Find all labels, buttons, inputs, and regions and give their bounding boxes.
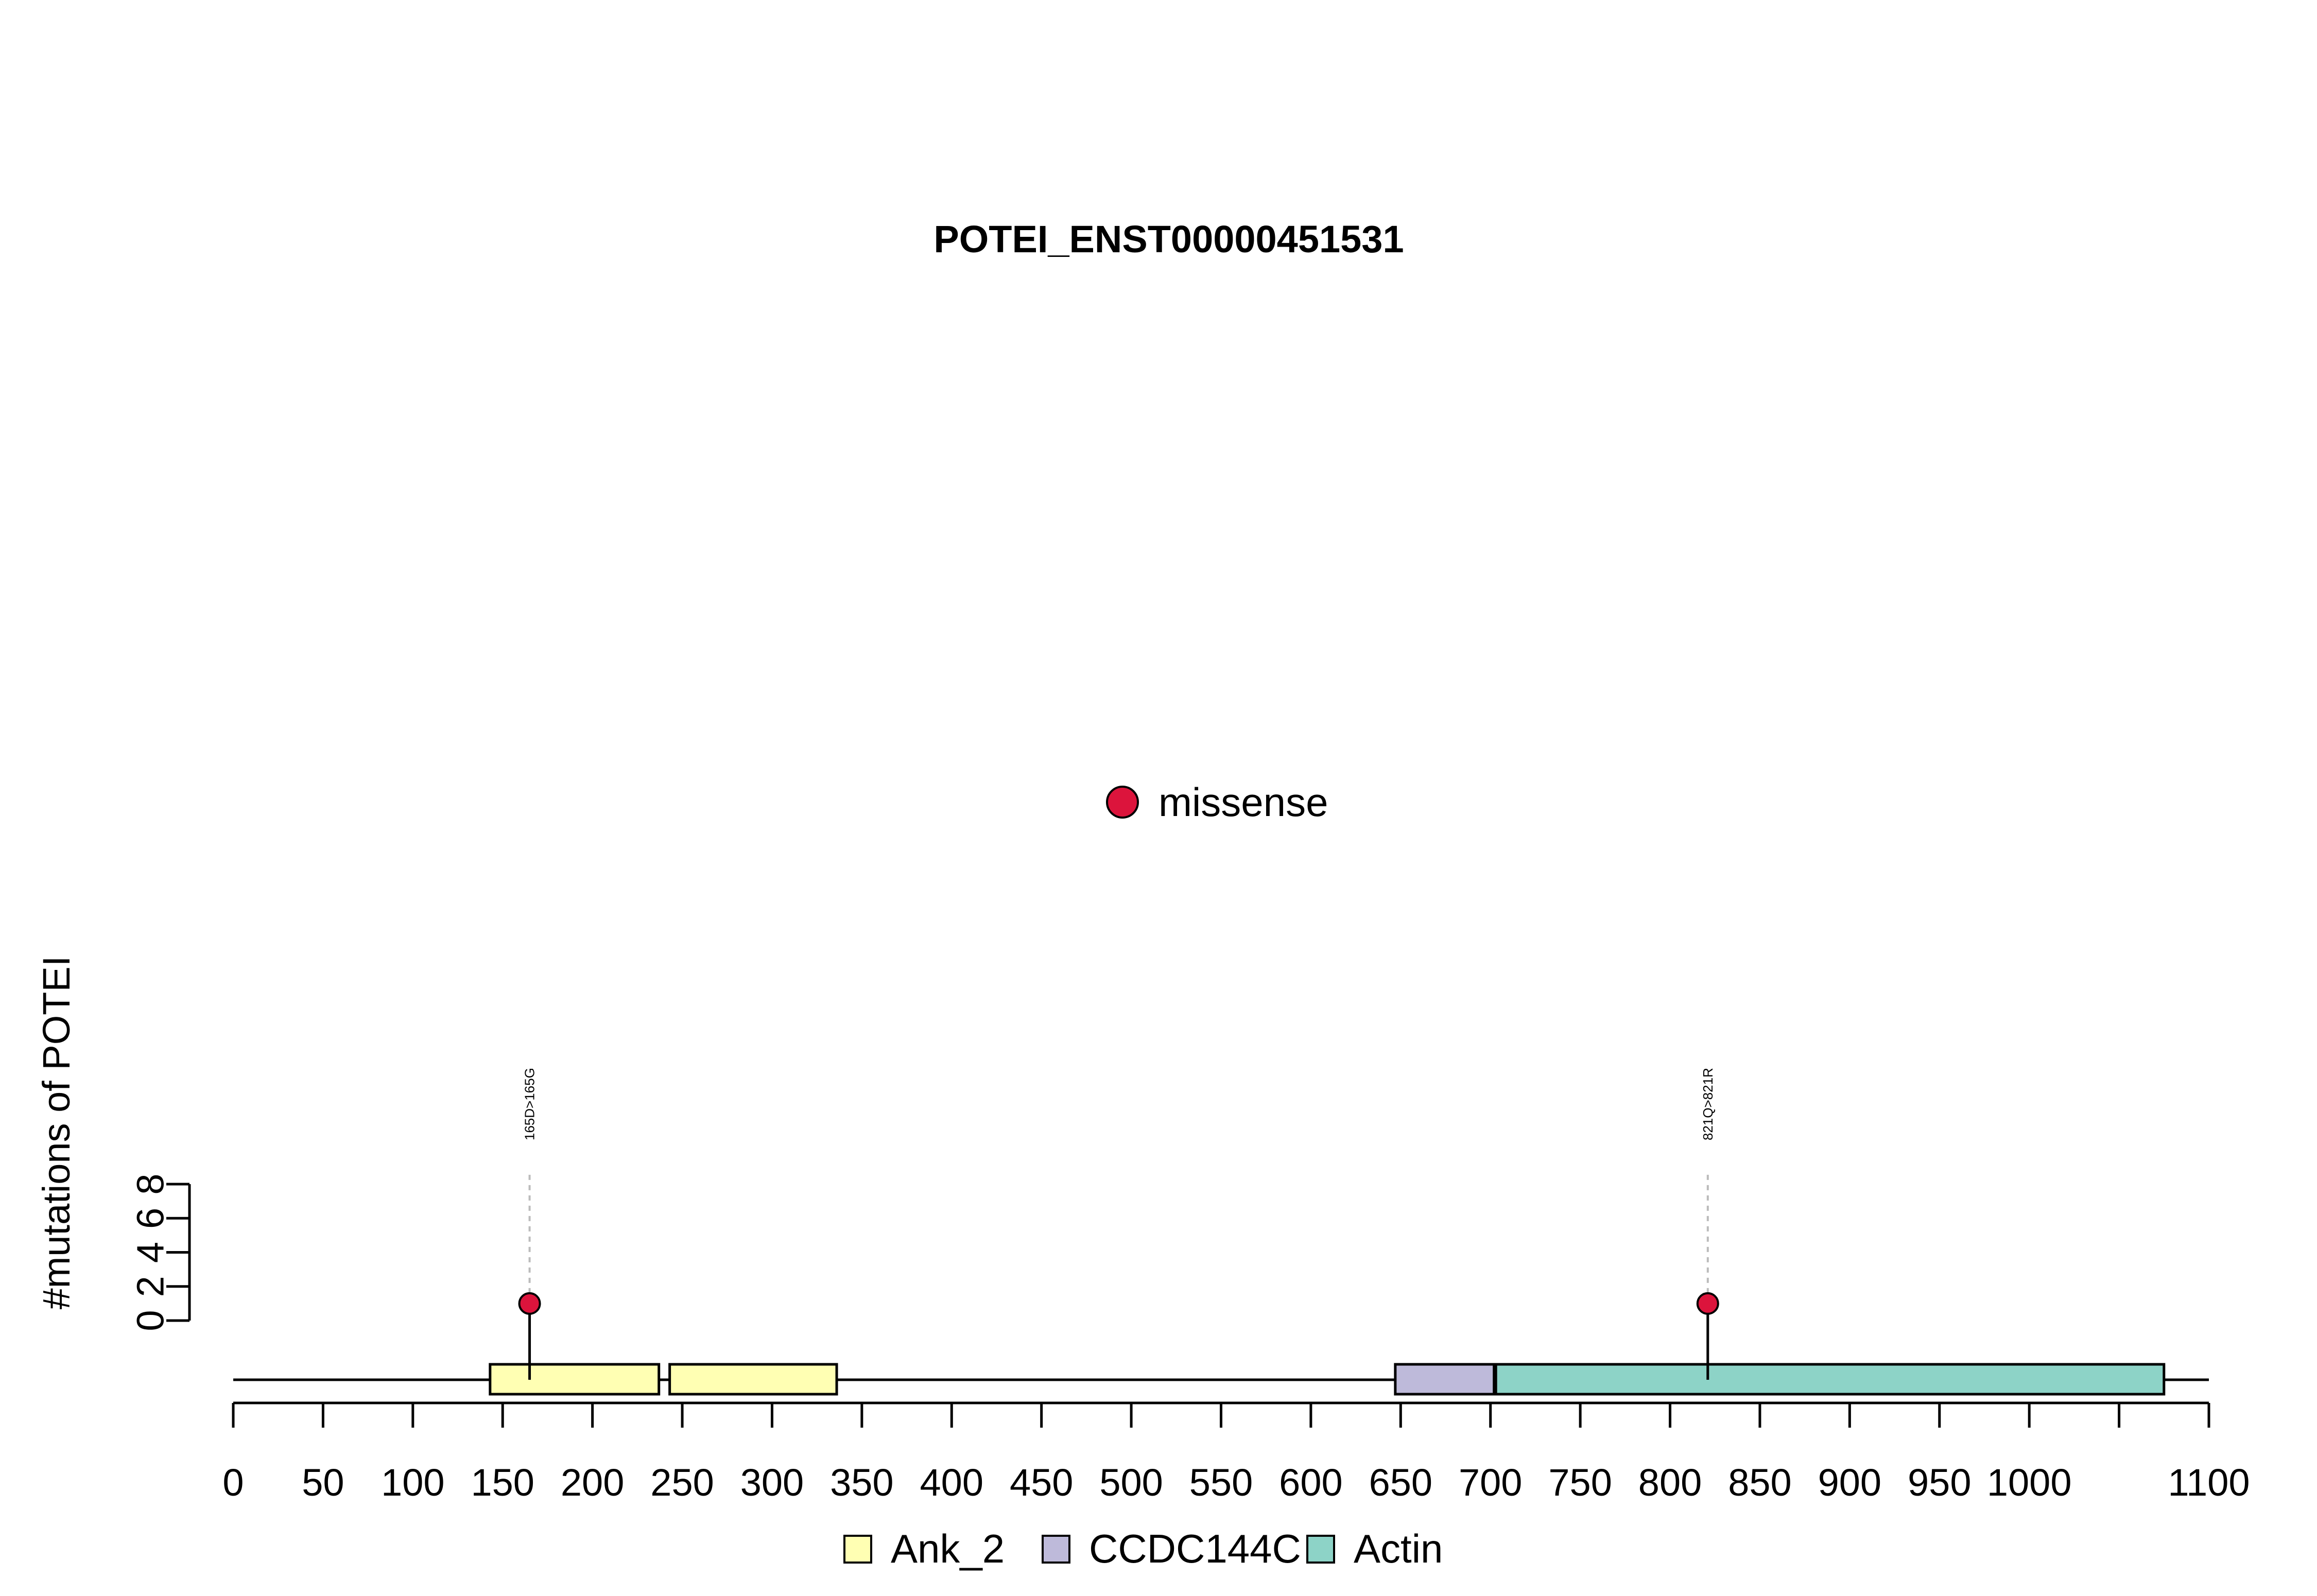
chart-title: POTEI_ENST00000451531 (933, 218, 1404, 261)
x-tick-label: 1100 (2168, 1461, 2250, 1504)
domain-legend: Ank_2 CCDC144C Actin (843, 1526, 1443, 1571)
x-tick-label: 450 (1010, 1461, 1073, 1504)
x-tick-label: 750 (1548, 1461, 1612, 1504)
x-tick-label: 950 (1908, 1461, 1971, 1504)
mutation-marker (518, 1292, 541, 1315)
x-tick-label: 650 (1369, 1461, 1432, 1504)
y-axis: 0 2 4 6 8 (129, 1173, 191, 1331)
domain-boxes (489, 1363, 2166, 1396)
x-tick-label: 600 (1279, 1461, 1342, 1504)
y-tick-label: 4 (129, 1242, 172, 1263)
x-tick-label: 1000 (1987, 1461, 2072, 1504)
mutation-label: 165D>165G (522, 1068, 538, 1140)
mutation-label: 821Q>821R (1700, 1068, 1716, 1140)
mutation-lollipops: 165D>165G 821Q>821R (518, 1068, 1719, 1380)
x-axis: 0 50 100 150 200 250 300 350 400 450 500 550 600 650 7… (222, 1401, 2250, 1504)
x-tick-label: 500 (1099, 1461, 1163, 1504)
domain-legend-swatch (1306, 1535, 1335, 1564)
domain-legend-label: Ank_2 (891, 1526, 1005, 1571)
x-tick-label: 350 (830, 1461, 893, 1504)
y-tick-label: 2 (129, 1276, 172, 1297)
x-tick-label: 200 (561, 1461, 624, 1504)
x-tick-label: 550 (1189, 1461, 1253, 1504)
x-tick-label: 800 (1638, 1461, 1702, 1504)
x-tick-label: 0 (222, 1461, 244, 1504)
domain-legend-swatch (843, 1535, 872, 1564)
domain-box-ccdc144c (1394, 1363, 1496, 1396)
domain-box-ank-2 (489, 1363, 661, 1396)
domain-legend-label: Actin (1354, 1526, 1443, 1571)
domain-legend-label: CCDC144C (1089, 1526, 1301, 1571)
x-tick-label: 250 (650, 1461, 714, 1504)
domain-box-actin (1494, 1363, 2166, 1396)
y-axis-label: #mutations of POTEI (35, 956, 78, 1310)
y-tick-label: 0 (129, 1310, 172, 1331)
missense-legend-label: missense (1158, 779, 1328, 825)
mutation-marker (1696, 1292, 1719, 1315)
missense-legend-marker (1106, 786, 1139, 819)
x-tick-label: 700 (1459, 1461, 1522, 1504)
x-tick-label: 850 (1728, 1461, 1791, 1504)
y-tick-label: 8 (129, 1173, 172, 1194)
x-tick-label: 150 (471, 1461, 534, 1504)
domain-legend-swatch (1042, 1535, 1070, 1564)
domain-box-ank-2 (668, 1363, 838, 1396)
x-tick-label: 300 (740, 1461, 804, 1504)
x-tick-label: 100 (381, 1461, 444, 1504)
x-tick-label: 900 (1818, 1461, 1881, 1504)
x-tick-label: 50 (302, 1461, 344, 1504)
x-tick-label: 400 (920, 1461, 983, 1504)
y-tick-label: 6 (129, 1208, 172, 1229)
